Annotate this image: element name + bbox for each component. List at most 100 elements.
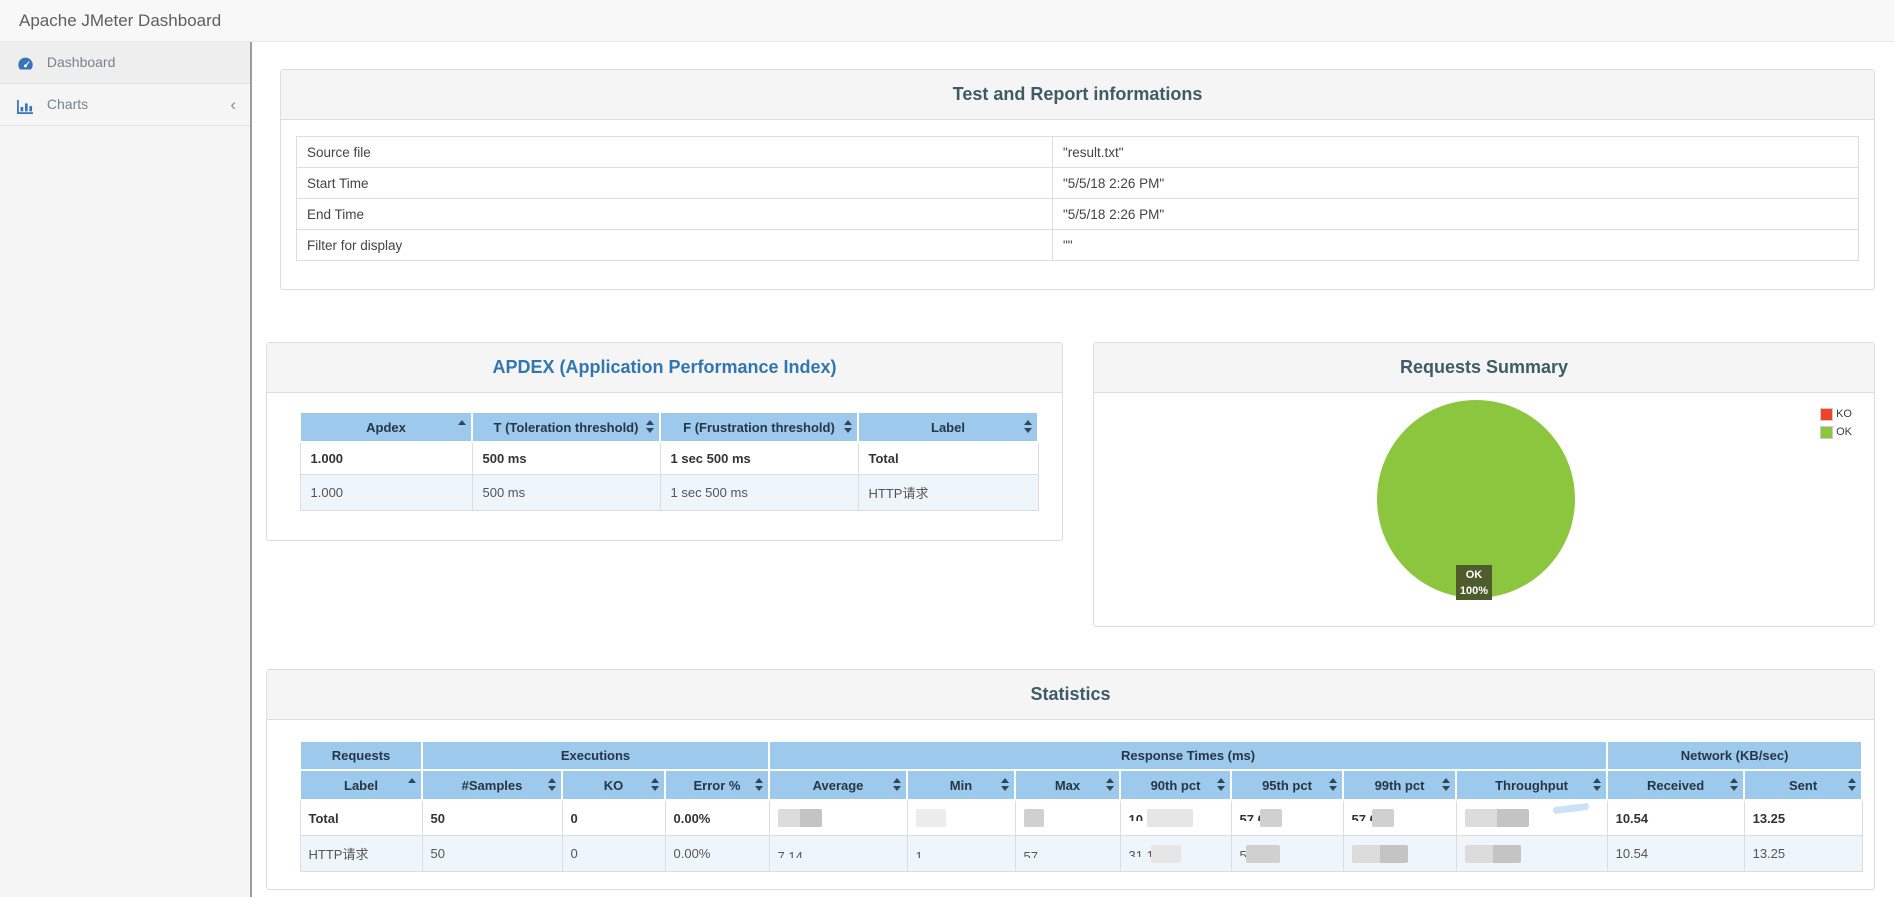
info-panel-header: Test and Report informations (281, 70, 1874, 120)
sort-both-icon (1001, 778, 1009, 791)
statistics-panel: Statistics Requests Executions Response … (266, 669, 1875, 890)
statistics-panel-title: Statistics (1030, 684, 1111, 704)
stats-cell: 0 (561, 799, 666, 836)
info-value: "5/5/18 2:26 PM" (1052, 198, 1859, 230)
stats-cell: Total (299, 799, 423, 836)
apdex-col-toleration[interactable]: T (Toleration threshold) (471, 411, 661, 443)
table-row: Source file "result.txt" (296, 136, 1859, 168)
stats-cell-redacted (1342, 835, 1457, 872)
info-label: Filter for display (296, 229, 1053, 261)
apdex-panel-title-link[interactable]: APDEX (Application Performance Index) (492, 357, 837, 377)
stats-cell: 50 (421, 799, 563, 836)
sort-both-icon (1730, 778, 1739, 791)
apdex-cell: 1 sec 500 ms (659, 474, 859, 511)
test-report-info-panel: Test and Report informations Source file… (280, 69, 1875, 290)
apdex-col-frustration[interactable]: F (Frustration threshold) (659, 411, 859, 443)
stats-header-row: Label #Samples KO Error % Average Min Ma… (299, 769, 1864, 801)
table-row: Filter for display "" (296, 229, 1859, 261)
sort-both-icon (651, 778, 659, 791)
table-row: End Time "5/5/18 2:26 PM" (296, 198, 1859, 230)
stats-cell: 10.54 (1606, 799, 1745, 836)
info-table: Source file "result.txt" Start Time "5/5… (296, 136, 1859, 261)
info-value: "5/5/18 2:26 PM" (1052, 167, 1859, 199)
table-row: Total 50 0 0.00% 10 57.00 57.00 10.54 13… (299, 799, 1863, 836)
stats-col-max[interactable]: Max (1014, 769, 1121, 801)
stats-cell-redacted: 31.10 (1119, 835, 1232, 872)
statistics-table: Requests Executions Response Times (ms) … (299, 740, 1864, 872)
legend-item-ko: KO (1820, 405, 1852, 423)
stats-col-90pct[interactable]: 90th pct (1119, 769, 1232, 801)
sidebar-item-label: Charts (46, 96, 89, 112)
stats-col-min[interactable]: Min (906, 769, 1016, 801)
stats-cell-redacted: 57.00 (1342, 799, 1457, 836)
stats-cell: 50 (421, 835, 563, 872)
table-row: 1.000 500 ms 1 sec 500 ms HTTP请求 (299, 474, 1039, 511)
info-value: "result.txt" (1052, 136, 1859, 168)
stats-cell: 13.25 (1743, 799, 1863, 836)
pie-slice-label: OK 100% (1456, 565, 1492, 600)
stats-cell-redacted: 57 (1230, 835, 1344, 872)
sort-both-icon (1848, 778, 1857, 791)
stats-col-95pct[interactable]: 95th pct (1230, 769, 1344, 801)
requests-summary-panel: Requests Summary OK 100% KO OK (1093, 342, 1875, 627)
apdex-cell: 1 sec 500 ms (659, 441, 859, 475)
app-title: Apache JMeter Dashboard (19, 11, 222, 30)
sort-both-icon (893, 778, 901, 791)
summary-panel-header: Requests Summary (1094, 343, 1874, 393)
stats-col-label[interactable]: Label (299, 769, 423, 801)
sort-both-icon (1024, 420, 1032, 433)
sidebar-item-label: Dashboard (46, 54, 116, 70)
sidebar: Dashboard Charts (0, 42, 252, 897)
stats-col-average[interactable]: Average (768, 769, 908, 801)
stats-cell-redacted (768, 799, 908, 836)
stats-cell: 0.00% (664, 835, 770, 872)
sort-both-icon (1329, 778, 1337, 791)
main-content: Test and Report informations Source file… (254, 42, 1894, 897)
sort-both-icon (844, 420, 852, 433)
apdex-cell: 1.000 (299, 474, 473, 511)
apdex-cell: 1.000 (299, 441, 473, 475)
group-response-times: Response Times (ms) (767, 740, 1609, 771)
sidebar-item-dashboard[interactable]: Dashboard (0, 42, 250, 84)
apdex-col-label[interactable]: Label (857, 411, 1039, 443)
info-label: Start Time (296, 167, 1053, 199)
info-value: "" (1052, 229, 1859, 261)
stats-cell-redacted: 10 (1119, 799, 1232, 836)
sidebar-item-charts[interactable]: Charts (0, 84, 250, 126)
stats-cell-redacted: 7.14 (768, 835, 908, 872)
info-label: End Time (296, 198, 1053, 230)
stats-col-99pct[interactable]: 99th pct (1342, 769, 1457, 801)
apdex-panel-header: APDEX (Application Performance Index) (267, 343, 1062, 393)
stats-cell: 13.25 (1743, 835, 1863, 872)
stats-cell-redacted (906, 799, 1016, 836)
stats-group-header-row: Requests Executions Response Times (ms) … (299, 740, 1864, 771)
stats-col-sent[interactable]: Sent (1743, 769, 1864, 801)
stats-cell-redacted: 57 (1014, 835, 1121, 872)
group-network: Network (KB/sec) (1606, 740, 1864, 771)
stats-cell-redacted: 1 (906, 835, 1016, 872)
summary-panel-title: Requests Summary (1399, 357, 1569, 377)
apdex-panel: APDEX (Application Performance Index) Ap… (266, 342, 1063, 541)
sort-both-icon (1442, 778, 1450, 791)
stats-col-samples[interactable]: #Samples (421, 769, 563, 801)
sort-both-icon (755, 778, 763, 791)
stats-cell-redacted: 57.00 (1230, 799, 1344, 836)
top-bar: Apache JMeter Dashboard (0, 0, 1894, 42)
sort-asc-icon (458, 420, 466, 433)
stats-col-error[interactable]: Error % (664, 769, 770, 801)
apdex-header-row: Apdex T (Toleration threshold) F (Frustr… (299, 411, 1039, 443)
sort-both-icon (1593, 778, 1602, 791)
summary-panel-body: OK 100% KO OK (1094, 393, 1874, 624)
stats-col-ko[interactable]: KO (561, 769, 666, 801)
table-row: 1.000 500 ms 1 sec 500 ms Total (299, 441, 1039, 475)
collapse-chevron-icon[interactable] (230, 84, 236, 125)
apdex-panel-body: Apdex T (Toleration threshold) F (Frustr… (267, 393, 1062, 511)
stats-cell: HTTP请求 (299, 835, 423, 872)
apdex-col-apdex[interactable]: Apdex (299, 411, 473, 443)
info-panel-title: Test and Report informations (952, 84, 1203, 104)
statistics-panel-header: Statistics (267, 670, 1874, 720)
stats-col-throughput[interactable]: Throughput (1454, 769, 1609, 801)
stats-col-received[interactable]: Received (1606, 769, 1746, 801)
pie-legend: KO OK (1820, 405, 1852, 441)
group-executions: Executions (421, 740, 770, 771)
